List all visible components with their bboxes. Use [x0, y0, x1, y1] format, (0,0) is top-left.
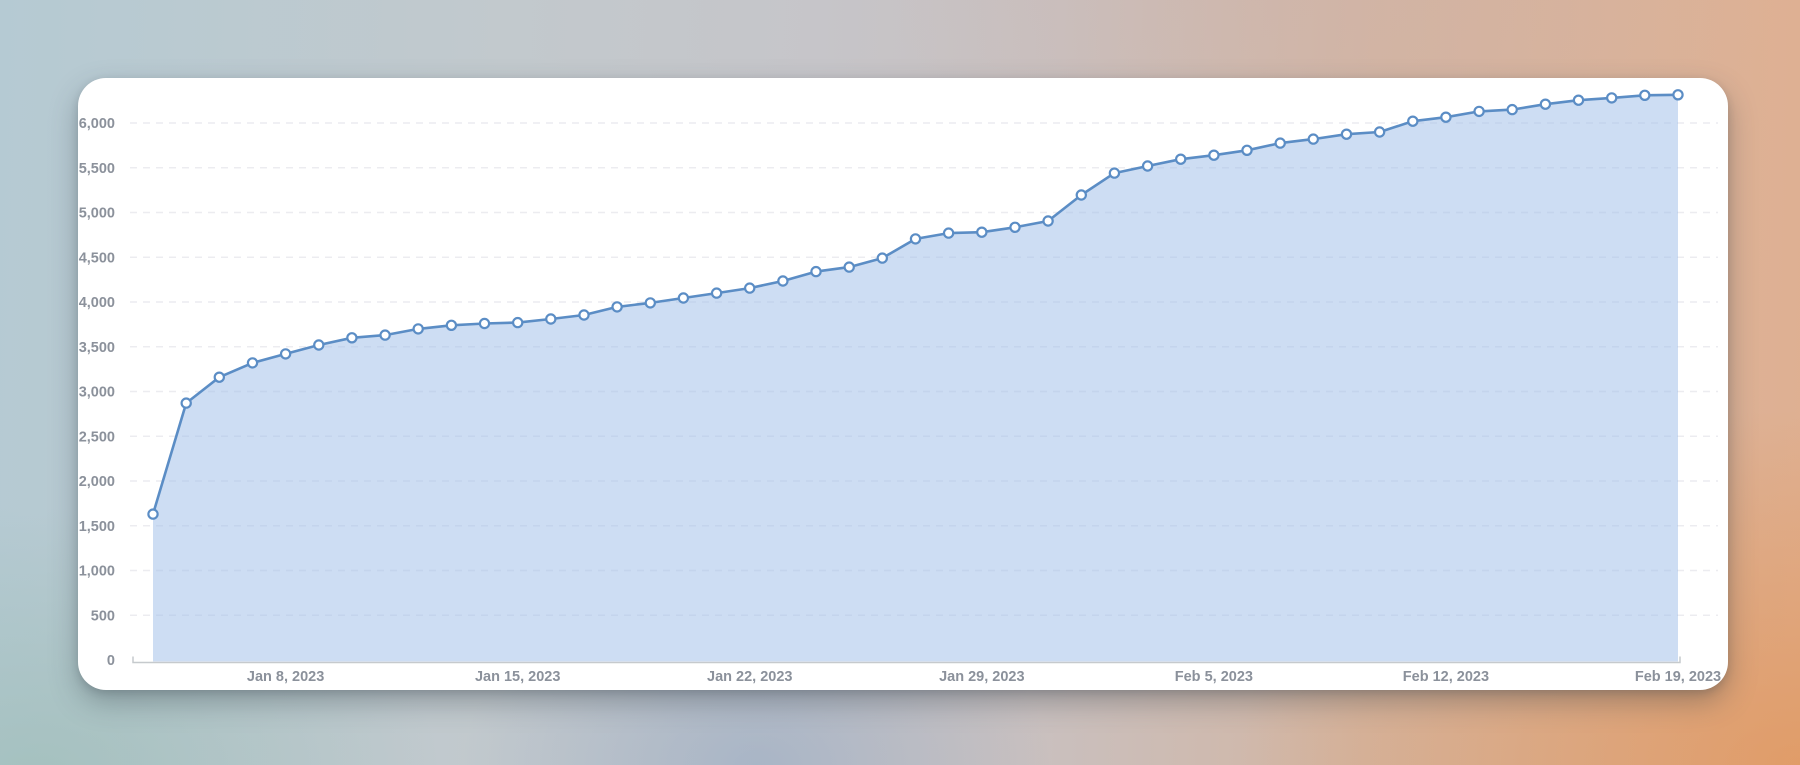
- y-axis-tick-label: 2,000: [79, 474, 115, 490]
- data-point-marker[interactable]: [777, 275, 789, 287]
- chart-card: 0 500 1,000 1,500 2,000 2,500 3,000 3,500 4,000 4…: [78, 78, 1728, 690]
- data-point-marker[interactable]: [677, 292, 690, 304]
- data-point-marker[interactable]: [810, 265, 822, 278]
- data-point-marker[interactable]: [843, 261, 855, 273]
- data-point-marker[interactable]: [1208, 149, 1220, 161]
- x-axis-tick-label: Jan 22, 2023: [707, 669, 792, 685]
- data-point-marker[interactable]: [942, 227, 955, 239]
- x-axis-tick-label: Feb 5, 2023: [1175, 669, 1253, 685]
- data-point-marker[interactable]: [512, 316, 524, 329]
- data-point-marker[interactable]: [1473, 105, 1485, 118]
- data-point-marker[interactable]: [644, 297, 657, 309]
- data-point-marker[interactable]: [1174, 153, 1187, 165]
- x-axis-tick-label: Jan 29, 2023: [939, 669, 1024, 685]
- data-point-marker[interactable]: [1141, 160, 1154, 172]
- x-axis-tick-label: Jan 15, 2023: [475, 669, 560, 685]
- data-point-marker[interactable]: [876, 252, 889, 264]
- data-point-marker[interactable]: [1340, 128, 1353, 140]
- data-point-marker[interactable]: [578, 309, 590, 321]
- y-axis-tick-label: 1,500: [79, 519, 115, 535]
- data-point-marker[interactable]: [1274, 137, 1286, 149]
- data-point-marker[interactable]: [412, 323, 424, 335]
- data-point-marker[interactable]: [1506, 103, 1518, 116]
- data-point-marker[interactable]: [1009, 221, 1021, 233]
- data-point-marker[interactable]: [1042, 215, 1054, 227]
- data-point-marker[interactable]: [1440, 111, 1452, 123]
- data-point-marker[interactable]: [1373, 126, 1386, 138]
- data-point-marker[interactable]: [909, 233, 922, 245]
- data-point-marker[interactable]: [346, 332, 358, 344]
- y-axis-tick-label: 2,500: [79, 429, 115, 445]
- data-point-marker[interactable]: [1307, 133, 1320, 145]
- data-point-marker[interactable]: [246, 357, 259, 369]
- x-axis-tick-label: Feb 19, 2023: [1635, 669, 1721, 685]
- data-point-marker[interactable]: [478, 317, 491, 330]
- data-point-marker[interactable]: [1672, 89, 1684, 101]
- y-axis-tick-label: 4,000: [79, 295, 115, 311]
- y-axis-tick-label: 3,500: [79, 340, 115, 356]
- data-point-marker[interactable]: [1075, 189, 1088, 201]
- y-axis-tick-label: 0: [107, 653, 115, 669]
- data-point-marker[interactable]: [180, 397, 192, 409]
- y-axis-tick-label: 6,000: [79, 116, 115, 132]
- area-chart-canvas[interactable]: 0 500 1,000 1,500 2,000 2,500 3,000 3,500 4,000 4…: [78, 78, 1728, 690]
- data-point-marker[interactable]: [147, 508, 159, 520]
- y-axis-tick-label: 5,500: [79, 161, 115, 177]
- area-fill: [153, 94, 1678, 662]
- x-axis-line: [132, 656, 1681, 664]
- data-point-marker[interactable]: [611, 301, 623, 313]
- data-point-marker[interactable]: [1407, 115, 1419, 127]
- data-point-marker[interactable]: [379, 329, 391, 341]
- data-point-marker[interactable]: [213, 371, 225, 383]
- data-point-marker[interactable]: [279, 348, 292, 360]
- data-point-marker[interactable]: [1241, 144, 1253, 157]
- y-axis-tick-label: 500: [91, 608, 115, 624]
- data-point-marker[interactable]: [1108, 167, 1121, 179]
- y-axis-tick-label: 3,000: [79, 385, 115, 401]
- data-point-marker[interactable]: [976, 226, 988, 238]
- x-axis-tick-label: Feb 12, 2023: [1403, 669, 1489, 685]
- data-point-marker[interactable]: [1572, 94, 1585, 106]
- x-axis-tick-label: Jan 8, 2023: [247, 669, 324, 685]
- y-axis-tick-label: 1,000: [79, 564, 115, 580]
- data-point-marker[interactable]: [1605, 92, 1618, 104]
- data-point-marker[interactable]: [445, 319, 458, 331]
- data-point-marker[interactable]: [1639, 89, 1651, 101]
- data-point-marker[interactable]: [744, 282, 756, 294]
- data-point-marker[interactable]: [545, 313, 557, 325]
- data-point-marker[interactable]: [1539, 98, 1552, 110]
- y-axis-tick-label: 4,500: [79, 250, 115, 266]
- data-point-marker[interactable]: [313, 339, 325, 351]
- y-axis-tick-label: 5,000: [79, 206, 115, 222]
- data-point-marker[interactable]: [710, 287, 723, 299]
